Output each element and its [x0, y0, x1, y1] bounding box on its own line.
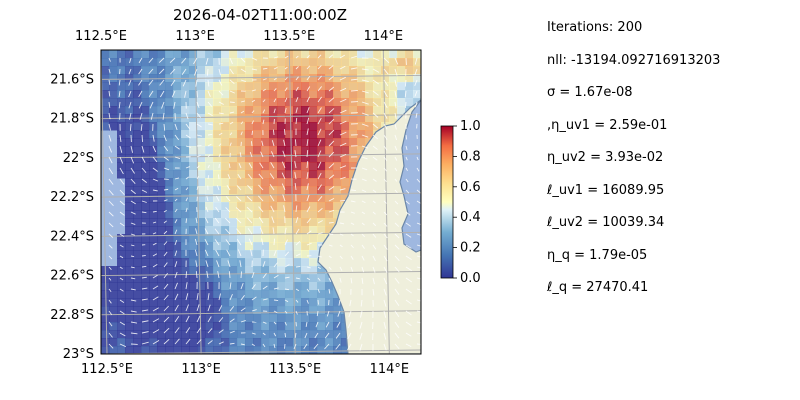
y-axis: 21.6°S 21.8°S 22°S 22.2°S 22.4°S 22.6°S 22.8°S… [50, 72, 94, 362]
colorbar-tick-label: 0.8 [460, 149, 481, 164]
y-tick-label: 22.8°S [50, 308, 94, 323]
map-frame [100, 49, 422, 355]
land-mass [317, 99, 421, 354]
stat-line: nll: -13194.092716913203 [547, 52, 721, 68]
colorbar-tick-label: 0.0 [460, 271, 481, 286]
coastal-inlet [399, 99, 421, 253]
y-tick-label: 21.8°S [50, 112, 94, 127]
chart-title: 2026-04-02T11:00:00Z [173, 6, 347, 24]
y-tick-label: 22.2°S [50, 190, 94, 205]
stat-line: ,η_uv1 = 2.59e-01 [547, 117, 668, 133]
x-tick-label-bottom: 114°E [370, 362, 410, 377]
velocity-quiver [108, 54, 421, 351]
x-tick-label-bottom: 113.5°E [269, 362, 321, 377]
y-tick-label: 23°S [63, 347, 94, 362]
stat-line: Iterations: 200 [547, 20, 643, 35]
y-tick-label: 22°S [63, 151, 94, 166]
colorbar-ticks: 0.0 0.2 0.4 0.6 0.8 1.0 [453, 119, 481, 286]
x-tick-label-top: 113.5°E [263, 29, 315, 44]
x-tick-label-bottom: 112.5°E [81, 362, 133, 377]
stat-line: σ = 1.67e-08 [547, 85, 633, 100]
colorbar-tick-label: 0.6 [460, 180, 481, 195]
colorbar-tick-label: 0.2 [460, 241, 481, 256]
x-tick-label-top: 114°E [364, 29, 404, 44]
map-panel [100, 49, 422, 355]
map-gridlines [101, 50, 421, 354]
colorbar-gradient [440, 125, 454, 279]
colorbar: 0.0 0.2 0.4 0.6 0.8 1.0 [440, 119, 481, 286]
x-tick-label-top: 112.5°E [75, 29, 127, 44]
stat-line: ℓ_uv1 = 16089.95 [547, 182, 665, 198]
y-tick-label: 22.4°S [50, 229, 94, 244]
stat-line: ℓ_q = 27470.41 [547, 280, 649, 295]
x-axis-top: 112.5°E 113°E 113.5°E 114°E [75, 29, 403, 44]
colorbar-tick-label: 0.4 [460, 210, 481, 225]
y-tick-label: 21.6°S [50, 72, 94, 87]
x-tick-label-top: 113°E [175, 29, 215, 44]
x-axis-bottom: 112.5°E 113°E 113.5°E 114°E [81, 362, 409, 377]
x-tick-label-bottom: 113°E [181, 362, 221, 377]
stat-line: ℓ_uv2 = 10039.34 [547, 215, 665, 230]
stat-line: η_uv2 = 3.93e-02 [547, 150, 664, 165]
colorbar-tick-label: 1.0 [460, 119, 481, 134]
stat-line: η_q = 1.79e-05 [547, 247, 648, 263]
y-tick-label: 22.6°S [50, 269, 94, 284]
